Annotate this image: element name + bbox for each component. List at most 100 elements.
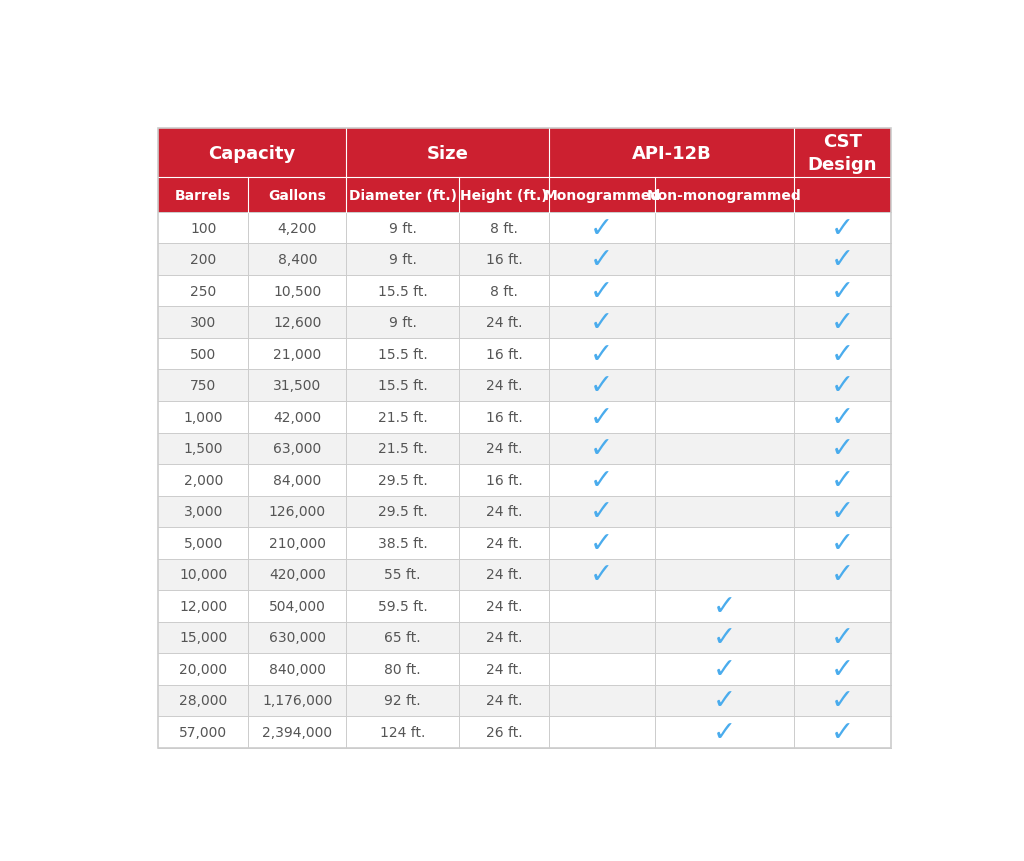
Text: 630,000: 630,000 [268, 630, 326, 645]
Text: 63,000: 63,000 [273, 442, 322, 455]
Text: 504,000: 504,000 [269, 599, 326, 613]
Text: 21.5 ft.: 21.5 ft. [378, 442, 427, 455]
Text: ✓: ✓ [830, 309, 854, 337]
Text: ✓: ✓ [590, 530, 613, 557]
Text: 1,500: 1,500 [183, 442, 223, 455]
Text: ✓: ✓ [830, 655, 854, 683]
Bar [158, 433, 892, 464]
Text: 42,000: 42,000 [273, 411, 322, 424]
Text: ✓: ✓ [590, 372, 613, 400]
Text: 26 ft.: 26 ft. [485, 725, 522, 739]
Text: ✓: ✓ [713, 592, 735, 620]
Text: ✓: ✓ [713, 655, 735, 683]
Text: 8 ft.: 8 ft. [490, 284, 518, 299]
Text: 24 ft.: 24 ft. [485, 505, 522, 518]
Text: 1,176,000: 1,176,000 [262, 693, 333, 708]
Text: ✓: ✓ [590, 214, 613, 243]
Text: 3,000: 3,000 [183, 505, 223, 518]
Text: ✓: ✓ [590, 309, 613, 337]
Text: ✓: ✓ [830, 435, 854, 462]
Text: Barrels: Barrels [175, 189, 231, 202]
Text: ✓: ✓ [590, 561, 613, 589]
Text: 16 ft.: 16 ft. [485, 474, 522, 487]
Text: ✓: ✓ [713, 686, 735, 715]
Text: CST
Design: CST Design [808, 133, 878, 173]
Text: 15.5 ft.: 15.5 ft. [378, 379, 427, 393]
Text: 2,000: 2,000 [183, 474, 223, 487]
Text: 500: 500 [190, 347, 216, 362]
Text: ✓: ✓ [590, 435, 613, 462]
Text: API-12B: API-12B [632, 145, 712, 163]
Text: 24 ft.: 24 ft. [485, 379, 522, 393]
Text: ✓: ✓ [713, 623, 735, 652]
Text: 59.5 ft.: 59.5 ft. [378, 599, 427, 613]
Text: 21.5 ft.: 21.5 ft. [378, 411, 427, 424]
Bar [158, 716, 892, 747]
Text: ✓: ✓ [830, 718, 854, 746]
Text: ✓: ✓ [590, 340, 613, 369]
Text: 24 ft.: 24 ft. [485, 442, 522, 455]
Text: ✓: ✓ [830, 372, 854, 400]
Bar [158, 338, 892, 370]
Text: ✓: ✓ [830, 498, 854, 526]
Text: 5,000: 5,000 [183, 536, 223, 550]
Text: 24 ft.: 24 ft. [485, 536, 522, 550]
Text: ✓: ✓ [590, 403, 613, 431]
Text: 124 ft.: 124 ft. [380, 725, 425, 739]
Text: ✓: ✓ [830, 623, 854, 652]
Text: ✓: ✓ [830, 277, 854, 306]
Text: 4,200: 4,200 [278, 221, 317, 235]
Bar [158, 245, 892, 276]
Text: 55 ft.: 55 ft. [384, 567, 421, 582]
Text: Gallons: Gallons [268, 189, 327, 202]
Bar [158, 528, 892, 559]
Text: 9 ft.: 9 ft. [389, 316, 417, 330]
Bar [158, 213, 892, 245]
Text: Height (ft.): Height (ft.) [461, 189, 548, 202]
Text: 29.5 ft.: 29.5 ft. [378, 474, 427, 487]
Text: 31,500: 31,500 [273, 379, 322, 393]
Text: Size: Size [427, 145, 469, 163]
Bar [158, 401, 892, 433]
Bar [158, 464, 892, 496]
Text: 57,000: 57,000 [179, 725, 227, 739]
Text: 250: 250 [190, 284, 216, 299]
Bar [158, 591, 892, 622]
Text: 15.5 ft.: 15.5 ft. [378, 284, 427, 299]
Text: 750: 750 [190, 379, 216, 393]
Text: 21,000: 21,000 [273, 347, 322, 362]
Text: ✓: ✓ [830, 403, 854, 431]
Text: 24 ft.: 24 ft. [485, 599, 522, 613]
Text: ✓: ✓ [830, 561, 854, 589]
Text: 29.5 ft.: 29.5 ft. [378, 505, 427, 518]
Text: ✓: ✓ [830, 340, 854, 369]
Bar [158, 622, 892, 653]
Text: Capacity: Capacity [209, 145, 296, 163]
Text: 38.5 ft.: 38.5 ft. [378, 536, 427, 550]
Text: 840,000: 840,000 [268, 662, 326, 676]
Text: 1,000: 1,000 [183, 411, 223, 424]
Text: 100: 100 [190, 221, 216, 235]
Text: 24 ft.: 24 ft. [485, 662, 522, 676]
Bar [158, 276, 892, 307]
Text: Monogrammed: Monogrammed [544, 189, 660, 202]
Bar [158, 684, 892, 716]
Text: 15,000: 15,000 [179, 630, 227, 645]
Text: 300: 300 [190, 316, 216, 330]
Text: 2,394,000: 2,394,000 [262, 725, 333, 739]
Text: Diameter (ft.): Diameter (ft.) [348, 189, 457, 202]
Bar [158, 496, 892, 528]
Text: 24 ft.: 24 ft. [485, 316, 522, 330]
Text: ✓: ✓ [830, 530, 854, 557]
Bar [158, 128, 892, 213]
Text: 16 ft.: 16 ft. [485, 347, 522, 362]
Text: 12,600: 12,600 [273, 316, 322, 330]
Text: 16 ft.: 16 ft. [485, 411, 522, 424]
Text: 12,000: 12,000 [179, 599, 227, 613]
Text: 28,000: 28,000 [179, 693, 227, 708]
Text: 84,000: 84,000 [273, 474, 322, 487]
Text: 420,000: 420,000 [269, 567, 326, 582]
Text: 210,000: 210,000 [268, 536, 326, 550]
Text: ✓: ✓ [590, 467, 613, 494]
Text: 24 ft.: 24 ft. [485, 693, 522, 708]
